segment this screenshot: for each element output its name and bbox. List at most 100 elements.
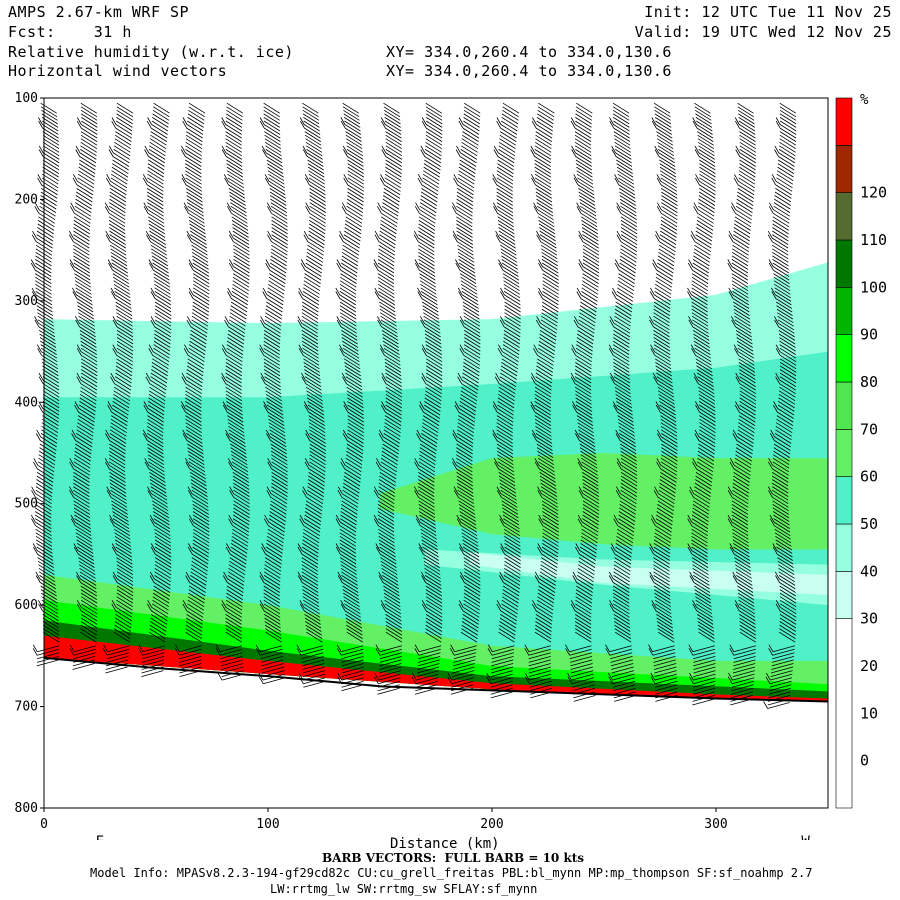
colorbar-swatch-0 [835,618,853,809]
x-tick-label-100: 100 [256,817,279,832]
x-tick-label-200: 200 [480,817,503,832]
wind-barb-column-12 [486,102,521,699]
y-tick-label-500: 500 [15,497,38,512]
colorbar-swatch-1 [835,571,853,619]
wind-barbs-6 [255,102,288,685]
wind-barbs-10 [411,102,443,695]
wind-barb-column-5 [215,102,250,681]
x-axis-label: Distance (km) [390,836,500,852]
wind-barb-column-11 [447,102,481,695]
rh-band-2 [380,453,828,550]
wind-barbs-18 [727,102,757,706]
colorbar-swatch-7 [835,287,853,335]
y-tick-label-400: 400 [15,395,38,410]
wind-barbs [30,102,797,709]
vector-section-coords: XY= 334.0,260.4 to 334.0,130.6 [386,62,672,80]
x-end-label-left: E [96,834,104,840]
rh-band-8 [44,635,828,702]
colorbar-swatch-8 [835,239,853,288]
colorbar-swatch-3 [835,476,853,525]
wind-barb-column-19 [763,102,797,709]
y-tick-label-800: 800 [15,801,38,816]
wind-barb-column-10 [411,102,443,695]
barb-note: BARB VECTORS: FULL BARB = 10 kts [322,851,585,865]
x-axis: 0 100 200 300 E W [40,808,810,840]
valid-time: Valid: 19 UTC Wed 12 Nov 25 [634,23,892,41]
wind-barb-column-4 [174,102,210,677]
colorbar-swatch-4 [835,429,853,477]
colorbar-swatch-11 [835,97,853,146]
wind-barb-column-7 [296,102,327,688]
y-axis: 100 200 300 400 500 600 700 800 [15,91,44,816]
y-tick-label-200: 200 [15,192,38,207]
wind-barb-column-6 [255,102,288,685]
model-title: AMPS 2.67-km WRF SP [8,3,190,21]
x-tick-label-0: 0 [40,817,48,832]
colorbar-label-80: 80 [860,373,878,391]
colorbar-swatch-2 [835,523,853,572]
wind-barbs-16 [648,102,678,702]
wind-barbs-11 [447,102,481,695]
wind-barbs-12 [486,102,521,699]
vector-name: Horizontal wind vectors [8,62,228,80]
wind-barbs-15 [605,102,638,702]
model-info-2: LW:rrtmg_lw SW:rrtmg_sw SFLAY:sf_mynn [270,882,538,896]
colorbar-label-50: 50 [860,515,878,533]
x-tick-label-300: 300 [704,817,727,832]
colorbar-swatch-5 [835,381,853,430]
wind-barb-column-17 [687,102,716,706]
wind-barbs-7 [296,102,327,688]
y-tick-label-100: 100 [15,91,38,106]
colorbar: 0 10 20 30 40 50 60 70 80 90 100 110 120% [835,92,887,809]
wind-barbs-1 [68,102,98,670]
colorbar-swatch-6 [835,334,853,383]
colorbar-label-10: 10 [860,704,878,722]
wind-barbs-14 [565,102,600,702]
colorbar-label-30: 30 [860,610,878,628]
wind-barbs-17 [687,102,716,706]
rh-band-6 [44,600,828,702]
wind-barb-column-1 [68,102,98,670]
field-name: Relative humidity (w.r.t. ice) [8,43,294,61]
model-info: Model Info: MPASv8.2.3-194-gf29cd82c CU:… [90,866,813,880]
colorbar-swatch-9 [835,192,853,241]
wind-barb-column-15 [605,102,638,702]
wind-barbs-13 [524,102,559,699]
rh-band-4 [469,552,828,595]
colorbar-label-0: 0 [860,752,869,770]
y-tick-label-300: 300 [15,294,38,309]
colorbar-label-120: 120 [860,184,887,202]
wind-barb-column-3 [138,102,172,677]
colorbar-swatch-10 [835,145,853,193]
wind-barb-column-8 [335,102,365,692]
wind-barb-column-2 [102,102,134,674]
y-tick-label-700: 700 [15,700,38,715]
wind-barbs-4 [174,102,210,677]
rh-shading [44,262,828,702]
wind-barbs-8 [335,102,365,692]
colorbar-unit: % [860,92,869,108]
wind-barbs-9 [373,102,403,695]
forecast-hour: Fcst: 31 h [8,23,132,41]
init-time: Init: 12 UTC Tue 11 Nov 25 [644,3,892,21]
colorbar-label-110: 110 [860,231,887,249]
wind-barb-column-13 [524,102,559,699]
wind-barb-column-14 [565,102,600,702]
colorbar-label-20: 20 [860,657,878,675]
wind-barbs-3 [138,102,172,677]
wind-barbs-2 [102,102,134,674]
plot-frame [43,97,829,809]
x-end-label-right: W [801,834,810,840]
colorbar-label-100: 100 [860,278,887,296]
colorbar-label-70: 70 [860,420,878,438]
y-tick-label-600: 600 [15,598,38,613]
colorbar-label-40: 40 [860,562,878,580]
cross-section-coords: XY= 334.0,260.4 to 334.0,130.6 [386,43,672,61]
wind-barb-column-18 [727,102,757,706]
wind-barbs-5 [215,102,250,681]
wind-barbs-19 [763,102,797,709]
wind-barb-column-16 [648,102,678,702]
wind-barb-column-9 [373,102,403,695]
colorbar-label-90: 90 [860,326,878,344]
